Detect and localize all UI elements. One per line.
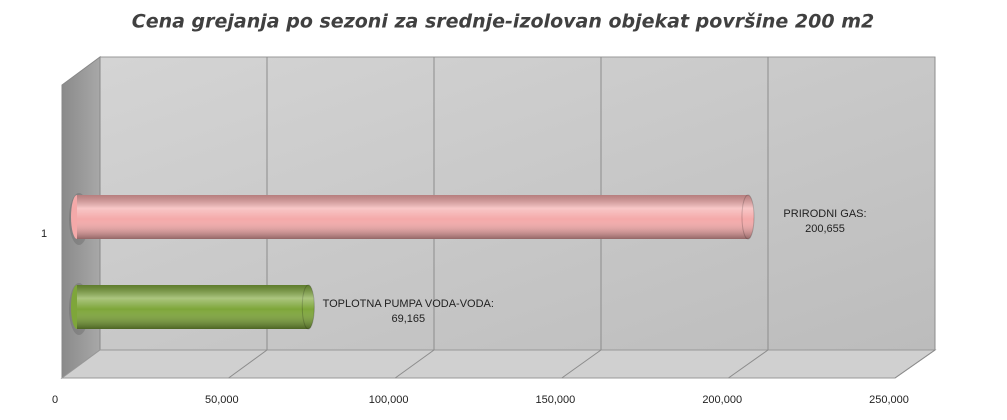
y-tick-label: 1 bbox=[41, 228, 47, 240]
bar-cap-shade bbox=[302, 285, 315, 329]
data-label-name: TOPLOTNA PUMPA VODA-VODA: bbox=[323, 298, 494, 310]
x-tick-label: 150,000 bbox=[536, 394, 576, 406]
bar-shade bbox=[77, 285, 309, 329]
bar-cap-shade bbox=[741, 195, 754, 239]
floor-grid-line bbox=[394, 349, 435, 379]
data-label: 200,655 bbox=[805, 223, 845, 235]
floor bbox=[60, 349, 937, 379]
floor-grid-line bbox=[561, 349, 602, 379]
floor-grid-line bbox=[894, 349, 936, 379]
bar-shade bbox=[77, 195, 748, 239]
chart-title: Cena grejanja po sezoni za srednje-izolo… bbox=[132, 11, 874, 33]
floor-grid-line bbox=[228, 349, 268, 379]
data-label-name: PRIRODNI GAS: bbox=[783, 208, 866, 220]
x-tick-label: 50,000 bbox=[205, 394, 239, 406]
floor-grid-line bbox=[728, 349, 769, 379]
x-tick-label: 0 bbox=[52, 394, 58, 406]
data-label: 69,165 bbox=[391, 313, 425, 325]
x-tick-label: 100,000 bbox=[369, 394, 409, 406]
x-tick-label: 200,000 bbox=[702, 394, 742, 406]
x-tick-label: 250,000 bbox=[869, 394, 909, 406]
